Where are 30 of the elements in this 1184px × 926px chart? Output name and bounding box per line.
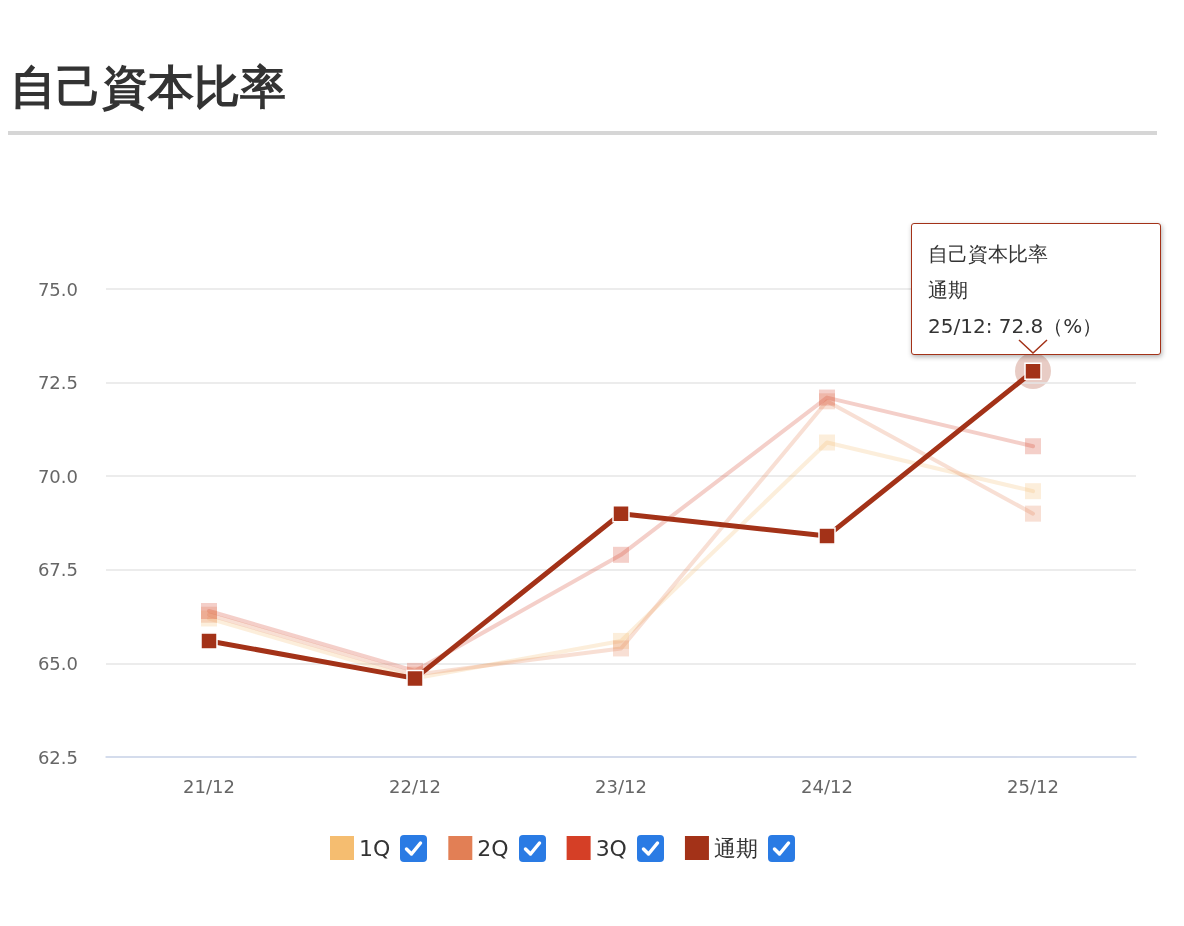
y-tick-label: 75.0: [37, 278, 78, 300]
legend-label: 1Q: [359, 835, 391, 861]
point: [819, 434, 835, 451]
y-tick-label: 67.5: [37, 559, 78, 581]
x-tick-label: 21/12: [183, 775, 235, 797]
x-tick-label: 22/12: [389, 775, 441, 797]
y-tick-label: 65.0: [37, 652, 78, 674]
y-tick-label: 72.5: [37, 372, 78, 394]
text: 自己資本比率: [10, 60, 286, 114]
point: [818, 527, 836, 545]
point: [613, 640, 629, 657]
y-tick-label: 62.5: [37, 746, 78, 768]
point: [819, 389, 835, 406]
legend-label: 2Q: [477, 835, 509, 861]
point: [613, 546, 629, 563]
annotation: 25/12: 72.8（%）: [928, 313, 1104, 341]
x-tick-label: 24/12: [801, 775, 853, 797]
y-tick-label: 70.0: [37, 465, 78, 487]
point: [1025, 438, 1041, 455]
annotation: 通期: [928, 277, 969, 305]
point: [1025, 483, 1041, 500]
point: [200, 632, 218, 650]
point: [1025, 505, 1041, 522]
point: [201, 602, 217, 619]
legend-label: 通期: [713, 835, 758, 861]
x-tick-label: 25/12: [1007, 775, 1059, 797]
point: [612, 504, 630, 523]
x-tick-label: 23/12: [595, 775, 647, 797]
legend-label: 3Q: [595, 835, 627, 861]
chart-title: 自己資本比率: [928, 241, 1049, 269]
